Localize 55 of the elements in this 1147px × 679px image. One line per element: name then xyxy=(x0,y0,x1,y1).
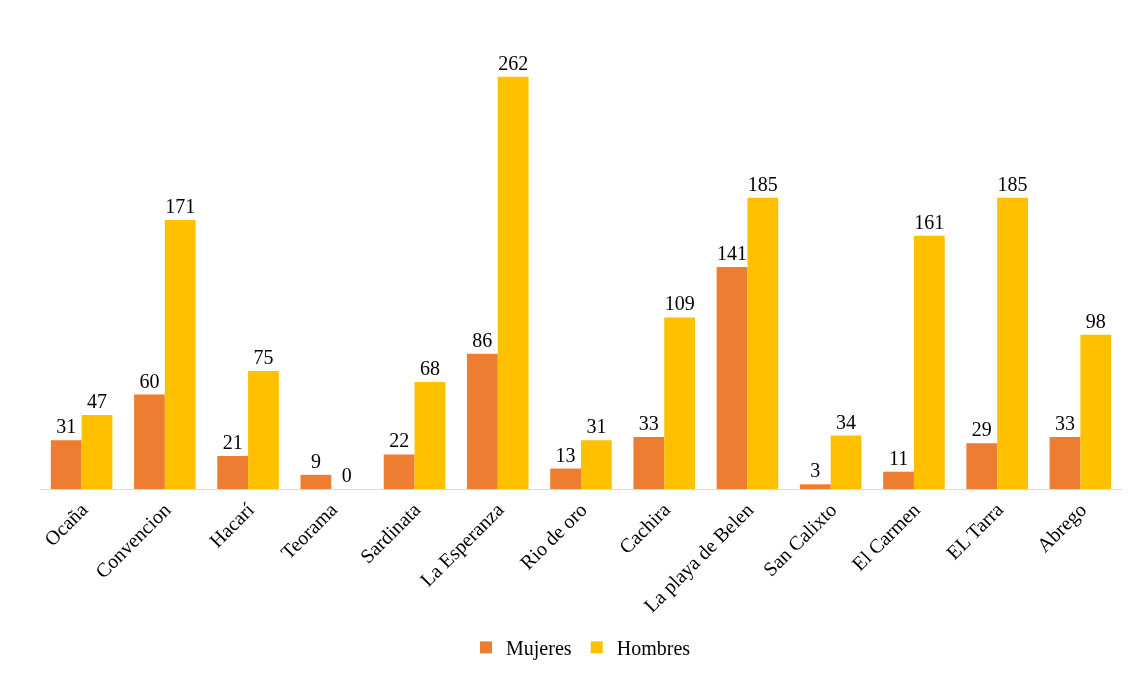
bar xyxy=(248,370,279,489)
data-label: 109 xyxy=(664,292,695,315)
data-label: 21 xyxy=(222,430,243,453)
x-tick-label: EL Tarra xyxy=(941,498,1008,564)
data-label: 98 xyxy=(1085,309,1106,332)
bar xyxy=(497,76,529,489)
data-label: 185 xyxy=(747,172,778,195)
data-label: 33 xyxy=(638,412,659,435)
bar xyxy=(747,197,779,489)
bar xyxy=(217,455,249,489)
data-label: 75 xyxy=(253,345,274,368)
data-label: 11 xyxy=(888,446,909,469)
bar xyxy=(883,471,914,489)
bar xyxy=(1080,334,1112,489)
data-label: 34 xyxy=(836,410,857,433)
data-label: 47 xyxy=(87,390,108,413)
bar xyxy=(664,317,696,489)
bar xyxy=(550,468,581,489)
bar xyxy=(716,267,748,489)
bar xyxy=(383,454,415,489)
data-label: 9 xyxy=(310,449,321,472)
data-label: 31 xyxy=(586,415,607,438)
bar xyxy=(633,437,665,489)
bar xyxy=(1049,437,1081,489)
bar xyxy=(81,415,113,489)
bar xyxy=(799,484,831,489)
data-label: 60 xyxy=(139,369,160,392)
legend-label: Mujeres xyxy=(506,637,572,661)
bar xyxy=(300,474,332,489)
data-label: 86 xyxy=(472,328,493,351)
bar xyxy=(913,235,945,489)
bar xyxy=(164,219,196,489)
bar xyxy=(466,353,498,489)
bar xyxy=(50,440,82,489)
data-label: 262 xyxy=(498,51,529,74)
data-label: 3 xyxy=(810,459,821,482)
data-label: 161 xyxy=(914,210,945,233)
bar xyxy=(966,443,998,489)
bar xyxy=(414,381,446,489)
data-label: 33 xyxy=(1054,412,1075,435)
data-label: 29 xyxy=(971,418,992,441)
legend-label: Hombres xyxy=(616,637,691,660)
bar xyxy=(581,440,612,489)
data-label: 171 xyxy=(165,194,196,217)
bar xyxy=(134,394,165,489)
data-label: 68 xyxy=(419,356,440,379)
data-label: 31 xyxy=(56,415,77,438)
data-label: 22 xyxy=(389,429,410,452)
data-label: 0 xyxy=(341,464,352,486)
data-label: 141 xyxy=(717,242,748,265)
data-label: 185 xyxy=(997,172,1028,195)
bar xyxy=(830,435,862,489)
data-label: 13 xyxy=(555,443,576,466)
bar xyxy=(997,197,1028,489)
x-tick-label: Rio de oro xyxy=(515,498,591,574)
